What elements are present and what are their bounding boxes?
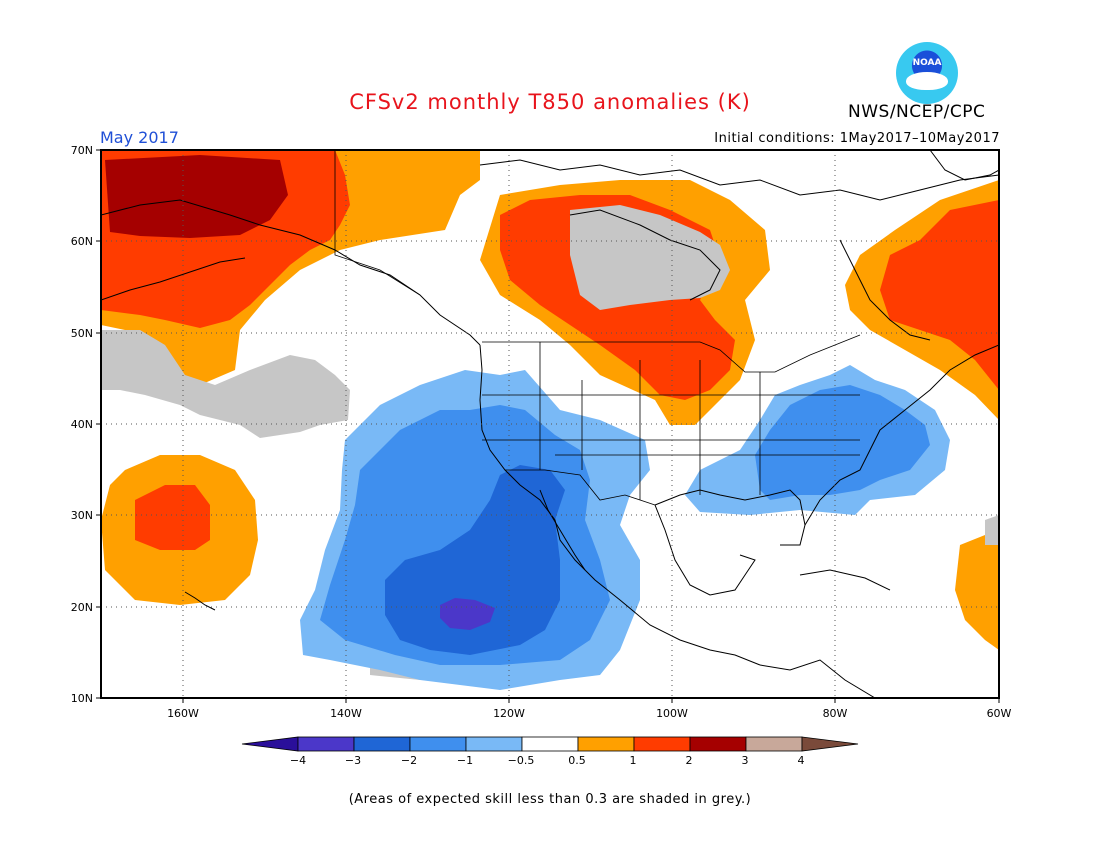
lon-label: 160W	[167, 707, 199, 720]
anomaly-region-alaska-darkred	[105, 155, 288, 238]
noaa-logo-text: NOAA	[912, 58, 942, 68]
forecast-period: May 2017	[100, 128, 179, 147]
axis-ticks	[96, 149, 1000, 703]
initial-conditions: Initial conditions: 1May2017–10May2017	[714, 131, 1000, 146]
coastline-hawaii	[184, 591, 216, 611]
lon-label: 120W	[493, 707, 525, 720]
coastline-arctic	[479, 159, 999, 201]
coastline-aleutians	[101, 257, 246, 301]
lat-label: 40N	[71, 418, 93, 431]
lat-label: 70N	[71, 144, 93, 157]
map-title: CFSv2 monthly T850 anomalies (K)	[349, 90, 751, 114]
anomaly-region-pacific-red	[135, 485, 210, 550]
coastline-greenland	[929, 150, 999, 181]
lat-label: 30N	[71, 509, 93, 522]
border-us-states-1	[539, 342, 761, 500]
noaa-logo-icon: NOAA	[896, 42, 958, 104]
lat-labels: 70N 60N 50N 40N 30N 20N 10N	[71, 144, 93, 705]
anomaly-fields	[101, 150, 999, 690]
lon-label: 80W	[823, 707, 848, 720]
footnote: (Areas of expected skill less than 0.3 a…	[348, 792, 752, 807]
lat-label: 10N	[71, 692, 93, 705]
low-skill-region-east-grey	[985, 515, 999, 545]
low-skill-region-pacific-grey	[101, 330, 350, 438]
coastline-cuba	[799, 569, 891, 591]
coastline-baja	[539, 489, 586, 571]
anomaly-region-west-midblue	[385, 465, 565, 655]
border-us-mexico	[505, 469, 656, 506]
borders	[334, 150, 861, 506]
border-alaska-canada	[334, 150, 421, 296]
coastline-hudson-bay	[569, 209, 721, 301]
noaa-logo-wing	[906, 72, 948, 90]
anomaly-region-east-blue	[755, 385, 930, 500]
lat-label: 20N	[71, 601, 93, 614]
anomaly-region-purple	[440, 598, 495, 630]
border-us-states-2	[482, 394, 860, 456]
lon-label: 140W	[330, 707, 362, 720]
anomaly-region-caribbean-orange	[955, 530, 999, 650]
anomaly-region-atlantic-red	[880, 200, 999, 390]
coastline-labrador	[839, 239, 931, 341]
coastline-gulf	[654, 489, 806, 546]
coastline-central-america	[759, 659, 876, 698]
lon-label: 100W	[656, 707, 688, 720]
coastline-mexico-gulf	[654, 504, 756, 596]
low-skill-region-hudson-grey	[570, 205, 730, 310]
coastlines	[101, 150, 999, 698]
lon-label: 60W	[987, 707, 1012, 720]
coastline-east-na	[804, 344, 999, 526]
agency-label: NWS/NCEP/CPC	[848, 102, 986, 122]
lat-label: 60N	[71, 235, 93, 248]
lon-labels: 160W 140W 120W 100W 80W 60W	[167, 707, 1011, 720]
coastline-west-na	[479, 344, 761, 666]
lat-label: 50N	[71, 327, 93, 340]
